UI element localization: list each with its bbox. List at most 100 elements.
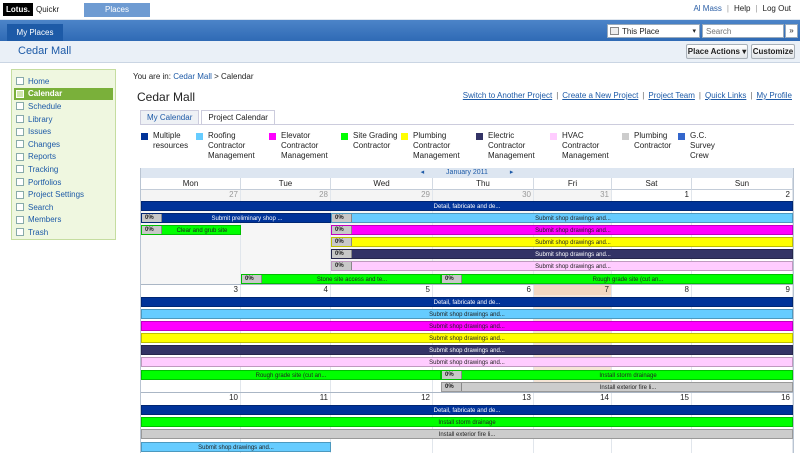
calendar-event[interactable]: Detail, fabricate and de... <box>141 405 793 415</box>
place-actions-button[interactable]: Place Actions ▾ <box>686 44 748 59</box>
day-number[interactable]: 1 <box>612 190 692 200</box>
search-scope-select[interactable]: This Place ▾ <box>607 24 700 38</box>
calendar-event[interactable]: 0% Install exterior fire li... <box>441 382 793 392</box>
sidebar-item-changes[interactable]: Changes <box>12 138 115 151</box>
sidebar-item-reports[interactable]: Reports <box>12 151 115 164</box>
calendar-event[interactable]: Submit shop drawings and... <box>141 357 793 367</box>
calendar-event[interactable]: Submit shop drawings and... <box>141 333 793 343</box>
logout-link[interactable]: Log Out <box>762 4 791 13</box>
calendar-event[interactable]: 0% Submit shop drawings and... <box>331 213 793 223</box>
day-number[interactable]: 8 <box>612 285 692 295</box>
day-number[interactable]: 4 <box>241 285 331 295</box>
day-number[interactable]: 3 <box>141 285 241 295</box>
sidebar-item-project-settings[interactable]: Project Settings <box>12 188 115 201</box>
day-number[interactable]: 29 <box>331 190 433 200</box>
legend-label: Plumbing Contractor Management <box>413 131 460 161</box>
action-link-quick-links[interactable]: Quick Links <box>705 91 747 100</box>
calendar-event[interactable]: Submit shop drawings and... <box>141 309 793 319</box>
calendar-event[interactable]: Detail, fabricate and de... <box>141 201 793 211</box>
calendar-event[interactable]: 0% Submit shop drawings and... <box>331 237 793 247</box>
legend-label-line: Crew <box>690 151 709 160</box>
sidebar-item-search[interactable]: Search <box>12 201 115 214</box>
calendar-event[interactable]: 0% Submit shop drawings and... <box>331 225 793 235</box>
legend-swatch <box>401 133 408 140</box>
calendar-event[interactable]: Install exterior fire li... <box>141 429 793 439</box>
sidebar-item-label: Trash <box>28 227 49 237</box>
calendar-event[interactable]: Install storm drainage <box>141 417 793 427</box>
portfolios-icon <box>16 178 24 187</box>
places-tab[interactable]: Places <box>84 3 150 17</box>
day-number[interactable]: 6 <box>433 285 534 295</box>
day-number[interactable]: 2 <box>692 190 793 200</box>
calendar-event[interactable]: 0% Submit shop drawings and... <box>331 249 793 259</box>
sidebar-item-label: Search <box>28 202 54 212</box>
day-number[interactable]: 13 <box>433 393 534 403</box>
sidebar-item-issues[interactable]: Issues <box>12 125 115 138</box>
legend-label: Multiple resources <box>153 131 188 151</box>
sidebar-item-tracking[interactable]: Tracking <box>12 163 115 176</box>
day-number[interactable]: 9 <box>692 285 793 295</box>
help-link[interactable]: Help <box>734 4 751 13</box>
day-number[interactable]: 11 <box>241 393 331 403</box>
event-title: Rough grade site (cut an... <box>592 277 664 283</box>
day-number[interactable]: 10 <box>141 393 241 403</box>
search-button[interactable]: » <box>785 24 798 38</box>
tab-divider <box>140 124 794 125</box>
legend-label: Roofing Contractor Management <box>208 131 255 161</box>
calendar-event[interactable]: Rough grade site (cut an... <box>141 370 441 380</box>
calendar-event[interactable]: 0% Stone site access and te... <box>241 274 441 284</box>
action-link-project-team[interactable]: Project Team <box>648 91 695 100</box>
sidebar-item-home[interactable]: Home <box>12 75 115 88</box>
tab-project-calendar[interactable]: Project Calendar <box>201 110 275 124</box>
day-number[interactable]: 27 <box>141 190 241 200</box>
calendar-event[interactable]: Submit shop drawings and... <box>141 321 793 331</box>
day-number[interactable]: 14 <box>534 393 612 403</box>
legend-swatch <box>476 133 483 140</box>
calendar-event[interactable]: 0% Clear and grub site <box>141 225 241 235</box>
calendar-event[interactable]: Submit shop drawings and... <box>141 442 331 452</box>
event-title: Submit shop drawings and... <box>429 312 505 318</box>
my-places-tab[interactable]: My Places <box>7 24 63 41</box>
sidebar-item-schedule[interactable]: Schedule <box>12 100 115 113</box>
action-link-switch-to-another-project[interactable]: Switch to Another Project <box>462 91 553 100</box>
customize-button[interactable]: Customize <box>751 44 795 59</box>
next-month-button[interactable]: ▸ <box>509 169 514 176</box>
tab-my-calendar[interactable]: My Calendar <box>140 110 200 124</box>
action-link-my-profile[interactable]: My Profile <box>756 91 792 100</box>
month-label: January 2011 <box>446 169 488 176</box>
legend-label: Site Grading Contractor <box>353 131 397 151</box>
sidebar-item-portfolios[interactable]: Portfolios <box>12 176 115 189</box>
calendar-event[interactable]: 0% Submit shop drawings and... <box>331 261 793 271</box>
calendar-event[interactable]: 0% Submit preliminary shop ... <box>141 213 331 223</box>
sidebar-item-members[interactable]: Members <box>12 214 115 227</box>
day-header-sun: Sun <box>692 178 793 190</box>
event-title: Install storm drainage <box>599 373 657 379</box>
day-number[interactable]: 16 <box>692 393 793 403</box>
day-number[interactable]: 12 <box>331 393 433 403</box>
sidebar-item-calendar[interactable]: Calendar <box>14 87 113 101</box>
day-number[interactable]: 15 <box>612 393 692 403</box>
search-input[interactable] <box>702 24 784 38</box>
user-name-link[interactable]: Al Mass <box>693 4 722 13</box>
legend-label-line: HVAC <box>562 131 584 140</box>
month-navigator: ◂ January 2011 ▸ <box>141 168 793 178</box>
action-link-create-a-new-project[interactable]: Create a New Project <box>562 91 639 100</box>
day-number[interactable]: 5 <box>331 285 433 295</box>
day-number[interactable]: 30 <box>433 190 534 200</box>
sidebar-item-library[interactable]: Library <box>12 113 115 126</box>
page-title: Cedar Mall <box>137 90 196 104</box>
calendar-event[interactable]: Detail, fabricate and de... <box>141 297 793 307</box>
day-number[interactable]: 7 <box>534 285 612 295</box>
day-number[interactable]: 28 <box>241 190 331 200</box>
prev-month-button[interactable]: ◂ <box>420 169 425 176</box>
breadcrumb-place-link[interactable]: Cedar Mall <box>173 72 212 81</box>
calendar-event[interactable]: 0% Rough grade site (cut an... <box>441 274 793 284</box>
legend-label-line: Contractor <box>281 141 319 150</box>
sidebar-item-trash[interactable]: Trash <box>12 226 115 239</box>
percent-complete: 0% <box>332 226 352 234</box>
legend-item: Elevator Contractor Management <box>269 131 328 161</box>
day-number[interactable]: 31 <box>534 190 612 200</box>
sidebar-item-label: Schedule <box>28 101 62 111</box>
calendar-event[interactable]: 0% Install storm drainage <box>441 370 793 380</box>
calendar-event[interactable]: Submit shop drawings and... <box>141 345 793 355</box>
